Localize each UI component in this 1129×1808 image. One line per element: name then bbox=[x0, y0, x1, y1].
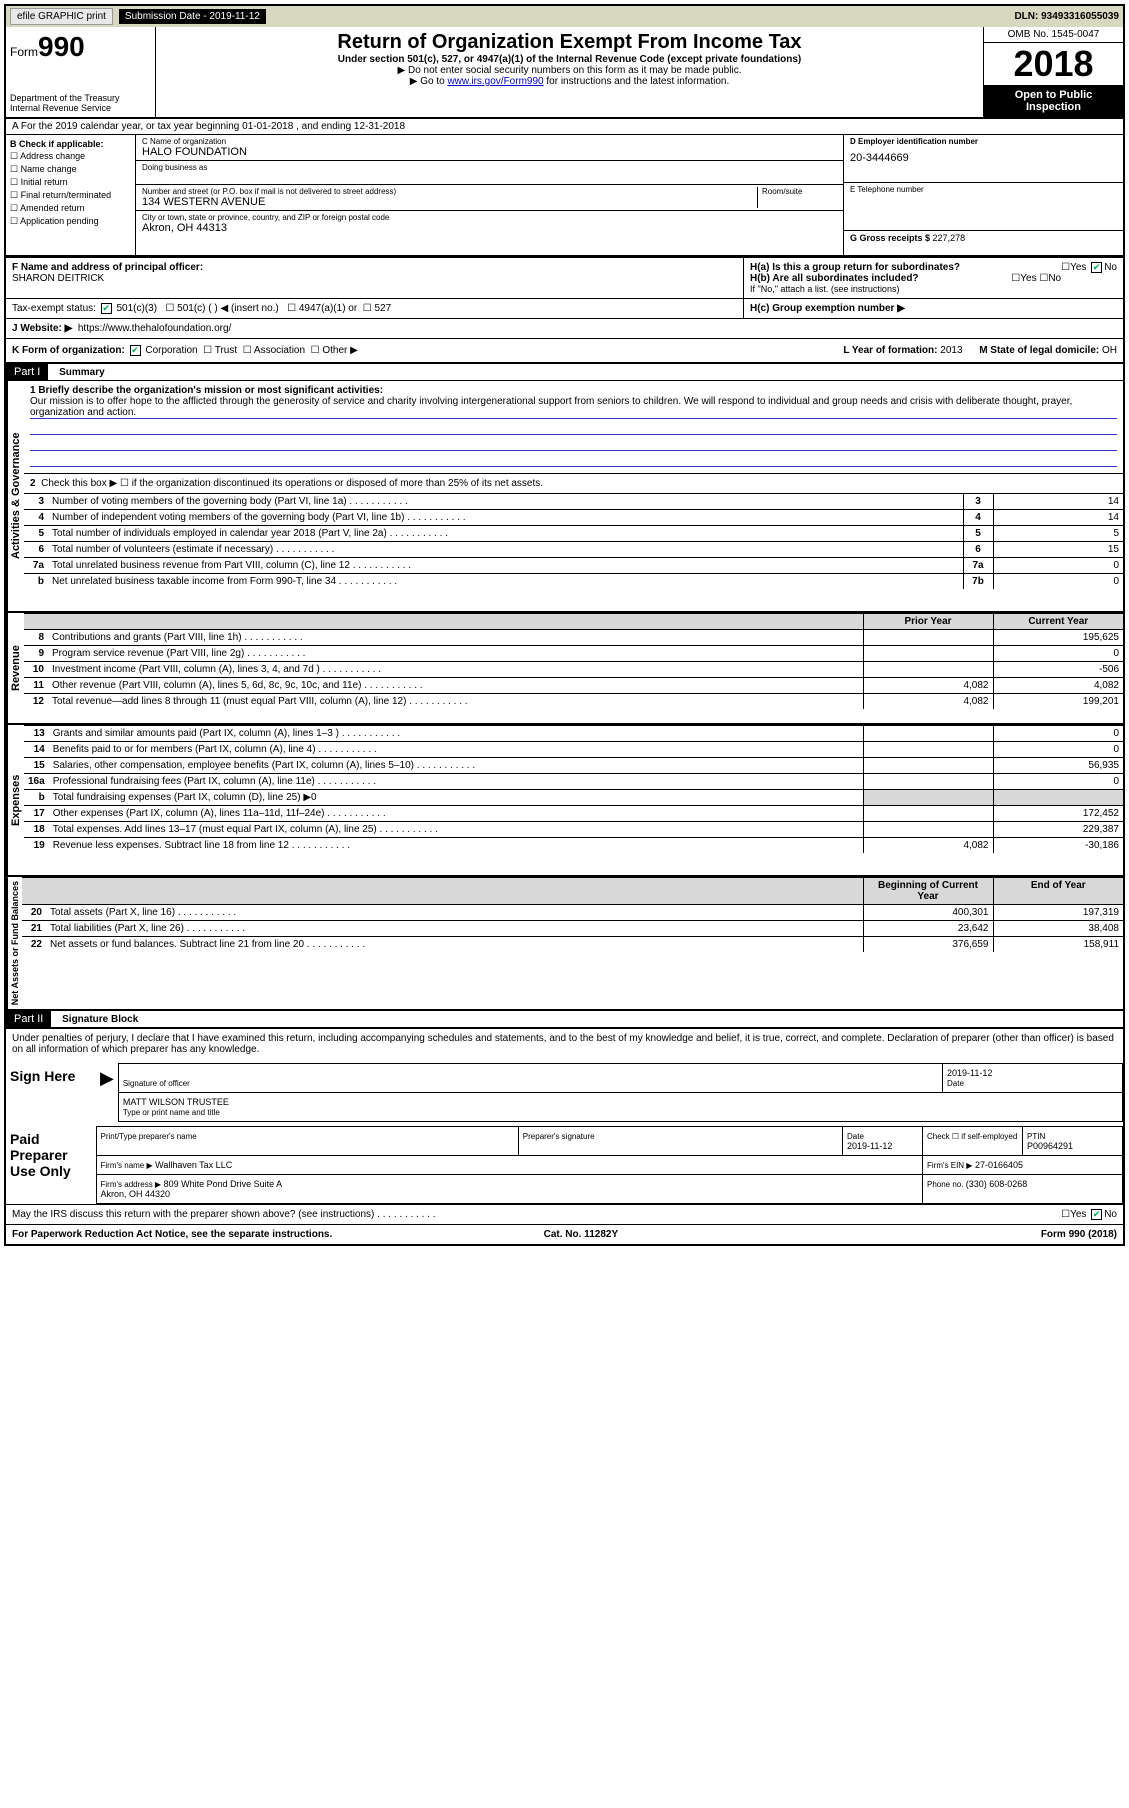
dln: DLN: 93493316055039 bbox=[1014, 11, 1119, 22]
expenses-lines: 13Grants and similar amounts paid (Part … bbox=[24, 725, 1123, 853]
phone-box: E Telephone number bbox=[844, 183, 1123, 231]
mission-block: 1 Briefly describe the organization's mi… bbox=[24, 381, 1123, 473]
chk-application-pending[interactable]: ☐ Application pending bbox=[10, 216, 131, 227]
row-tax-status: Tax-exempt status: 501(c)(3) ☐ 501(c) ( … bbox=[6, 298, 1123, 318]
header-center: Return of Organization Exempt From Incom… bbox=[156, 27, 983, 117]
col-center: C Name of organization HALO FOUNDATION D… bbox=[136, 135, 843, 255]
signature-declaration: Under penalties of perjury, I declare th… bbox=[6, 1027, 1123, 1059]
website-row: J Website: ▶ https://www.thehalofoundati… bbox=[6, 318, 1123, 338]
cat-no: Cat. No. 11282Y bbox=[544, 1229, 618, 1240]
efile-button[interactable]: efile GRAPHIC print bbox=[10, 8, 113, 25]
info-grid: B Check if applicable: ☐ Address change … bbox=[6, 135, 1123, 257]
submission-date-label: Submission Date - 2019-11-12 bbox=[119, 9, 266, 24]
expenses-section: Expenses 13Grants and similar amounts pa… bbox=[6, 723, 1123, 875]
section-a: A For the 2019 calendar year, or tax yea… bbox=[6, 119, 1123, 135]
revenue-lines: Prior YearCurrent Year8Contributions and… bbox=[24, 613, 1123, 709]
revenue-label: Revenue bbox=[6, 613, 24, 723]
year-formation-state: L Year of formation: 2013 M State of leg… bbox=[843, 345, 1117, 356]
dept-label: Department of the Treasury Internal Reve… bbox=[10, 93, 151, 113]
officer-name-cell: MATT WILSON TRUSTEEType or print name an… bbox=[118, 1093, 1122, 1122]
row-k: K Form of organization: Corporation ☐ Tr… bbox=[6, 338, 1123, 364]
firm-name-cell: Firm's name ▶ Wallhaven Tax LLC bbox=[96, 1156, 923, 1175]
chk-corporation[interactable] bbox=[130, 345, 141, 356]
col-right: D Employer identification number 20-3444… bbox=[843, 135, 1123, 255]
preparer-sig-cell: Preparer's signature bbox=[518, 1127, 842, 1156]
arrow-icon: ▶ bbox=[96, 1064, 118, 1122]
paid-preparer-table: Paid Preparer Use Only Print/Type prepar… bbox=[6, 1126, 1123, 1204]
page-footer: For Paperwork Reduction Act Notice, see … bbox=[6, 1224, 1123, 1244]
chk-final-return[interactable]: ☐ Final return/terminated bbox=[10, 190, 131, 201]
chk-amended-return[interactable]: ☐ Amended return bbox=[10, 203, 131, 214]
ptin-cell: PTINP00964291 bbox=[1023, 1127, 1123, 1156]
ein-box: D Employer identification number 20-3444… bbox=[844, 135, 1123, 183]
sign-here-label: Sign Here bbox=[6, 1064, 96, 1122]
top-bar: efile GRAPHIC print Submission Date - 20… bbox=[6, 6, 1123, 27]
city-box: City or town, state or province, country… bbox=[136, 211, 843, 236]
line-2: 2 Check this box ▶ ☐ if the organization… bbox=[24, 473, 1123, 493]
expenses-label: Expenses bbox=[6, 725, 24, 875]
firm-phone-cell: Phone no. (330) 608-0268 bbox=[923, 1175, 1123, 1204]
chk-initial-return[interactable]: ☐ Initial return bbox=[10, 177, 131, 188]
firm-ein-cell: Firm's EIN ▶ 27-0166405 bbox=[923, 1156, 1123, 1175]
netassets-section: Net Assets or Fund Balances Beginning of… bbox=[6, 875, 1123, 1011]
form-of-org: K Form of organization: Corporation ☐ Tr… bbox=[12, 345, 358, 356]
irs-link[interactable]: www.irs.gov/Form990 bbox=[447, 76, 543, 87]
form-version: Form 990 (2018) bbox=[1041, 1229, 1117, 1240]
row-f-h: F Name and address of principal officer:… bbox=[6, 257, 1123, 298]
chk-ha-no[interactable] bbox=[1091, 262, 1102, 273]
mission-text: Our mission is to offer hope to the affl… bbox=[30, 396, 1117, 419]
form-page: efile GRAPHIC print Submission Date - 20… bbox=[4, 4, 1125, 1246]
chk-address-change[interactable]: ☐ Address change bbox=[10, 151, 131, 162]
omb-number: OMB No. 1545-0047 bbox=[984, 27, 1123, 43]
sign-here-table: Sign Here ▶ Signature of officer 2019-11… bbox=[6, 1063, 1123, 1122]
prep-date-cell: Date2019-11-12 bbox=[843, 1127, 923, 1156]
sig-date-cell: 2019-11-12Date bbox=[943, 1064, 1123, 1093]
paid-prep-label: Paid Preparer Use Only bbox=[6, 1127, 96, 1204]
col-b-checkboxes: B Check if applicable: ☐ Address change … bbox=[6, 135, 136, 255]
governance-section: Activities & Governance 1 Briefly descri… bbox=[6, 380, 1123, 611]
paperwork-notice: For Paperwork Reduction Act Notice, see … bbox=[12, 1229, 332, 1240]
tax-exempt-status: Tax-exempt status: 501(c)(3) ☐ 501(c) ( … bbox=[6, 299, 743, 318]
header-left: Form990 Department of the Treasury Inter… bbox=[6, 27, 156, 117]
chk-501c3[interactable] bbox=[101, 303, 112, 314]
form-number: 990 bbox=[38, 31, 85, 62]
may-discuss-row: May the IRS discuss this return with the… bbox=[6, 1204, 1123, 1224]
gross-receipts-box: G Gross receipts $ 227,278 bbox=[844, 231, 1123, 255]
principal-officer: F Name and address of principal officer:… bbox=[6, 258, 743, 298]
open-to-public: Open to Public Inspection bbox=[984, 85, 1123, 117]
revenue-section: Revenue Prior YearCurrent Year8Contribut… bbox=[6, 611, 1123, 723]
dba-box: Doing business as bbox=[136, 161, 843, 185]
group-return: H(a) Is this a group return for subordin… bbox=[743, 258, 1123, 298]
tax-year: 2018 bbox=[984, 43, 1123, 85]
chk-name-change[interactable]: ☐ Name change bbox=[10, 164, 131, 175]
part-1-header: Part I Summary bbox=[6, 364, 1123, 380]
officer-sig-cell: Signature of officer bbox=[118, 1064, 942, 1093]
form-subtitle: Under section 501(c), 527, or 4947(a)(1)… bbox=[160, 54, 979, 65]
chk-discuss-no[interactable] bbox=[1091, 1209, 1102, 1220]
governance-lines: 3Number of voting members of the governi… bbox=[24, 493, 1123, 589]
group-exemption: H(c) Group exemption number ▶ bbox=[743, 299, 1123, 318]
note-1: ▶ Do not enter social security numbers o… bbox=[160, 65, 979, 76]
org-name-box: C Name of organization HALO FOUNDATION bbox=[136, 135, 843, 161]
address-box: Number and street (or P.O. box if mail i… bbox=[136, 185, 843, 211]
governance-body: 1 Briefly describe the organization's mi… bbox=[24, 381, 1123, 611]
netassets-lines: Beginning of Current YearEnd of Year20To… bbox=[22, 877, 1123, 952]
self-employed-cell: Check ☐ if self-employed bbox=[923, 1127, 1023, 1156]
firm-addr-cell: Firm's address ▶ 809 White Pond Drive Su… bbox=[96, 1175, 923, 1204]
website-url: https://www.thehalofoundation.org/ bbox=[78, 323, 231, 334]
netassets-label: Net Assets or Fund Balances bbox=[6, 877, 22, 1009]
governance-label: Activities & Governance bbox=[6, 381, 24, 611]
note-2: ▶ Go to www.irs.gov/Form990 for instruct… bbox=[160, 76, 979, 87]
form-title: Return of Organization Exempt From Incom… bbox=[160, 31, 979, 54]
part-2-header: Part II Signature Block bbox=[6, 1011, 1123, 1027]
preparer-name-cell: Print/Type preparer's name bbox=[96, 1127, 518, 1156]
form-header: Form990 Department of the Treasury Inter… bbox=[6, 27, 1123, 119]
header-right: OMB No. 1545-0047 2018 Open to Public In… bbox=[983, 27, 1123, 117]
